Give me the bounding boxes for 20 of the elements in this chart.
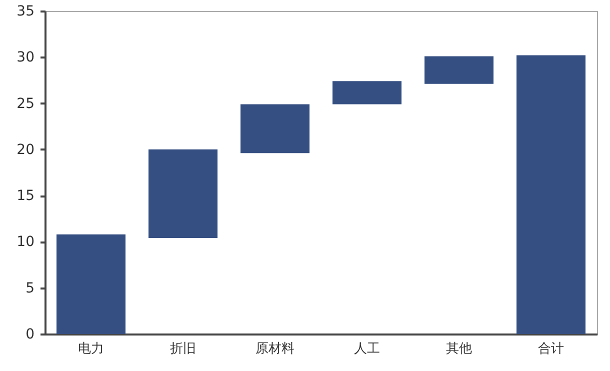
bar: [240, 104, 310, 154]
x-tick-label: 合计: [538, 342, 564, 356]
bar: [516, 55, 586, 334]
y-tick-label: 15: [16, 188, 34, 204]
bar: [332, 81, 402, 104]
y-tick-label: 0: [26, 326, 34, 342]
bar: [424, 56, 494, 84]
y-tick-label: 5: [26, 280, 34, 296]
y-tick-label: 30: [16, 50, 34, 66]
bar: [56, 234, 126, 334]
y-tick-label: 10: [16, 234, 34, 250]
x-tick-label: 人工: [354, 342, 380, 356]
y-tick-label: 35: [16, 4, 34, 20]
x-tick-label: 折旧: [170, 342, 196, 356]
y-tick-label: 20: [16, 142, 34, 158]
bar: [148, 149, 218, 238]
x-tick-label: 其他: [446, 342, 472, 356]
y-tick-label: 25: [16, 96, 34, 112]
x-tick-label: 电力: [78, 342, 104, 356]
x-tick-label: 原材料: [256, 342, 294, 356]
